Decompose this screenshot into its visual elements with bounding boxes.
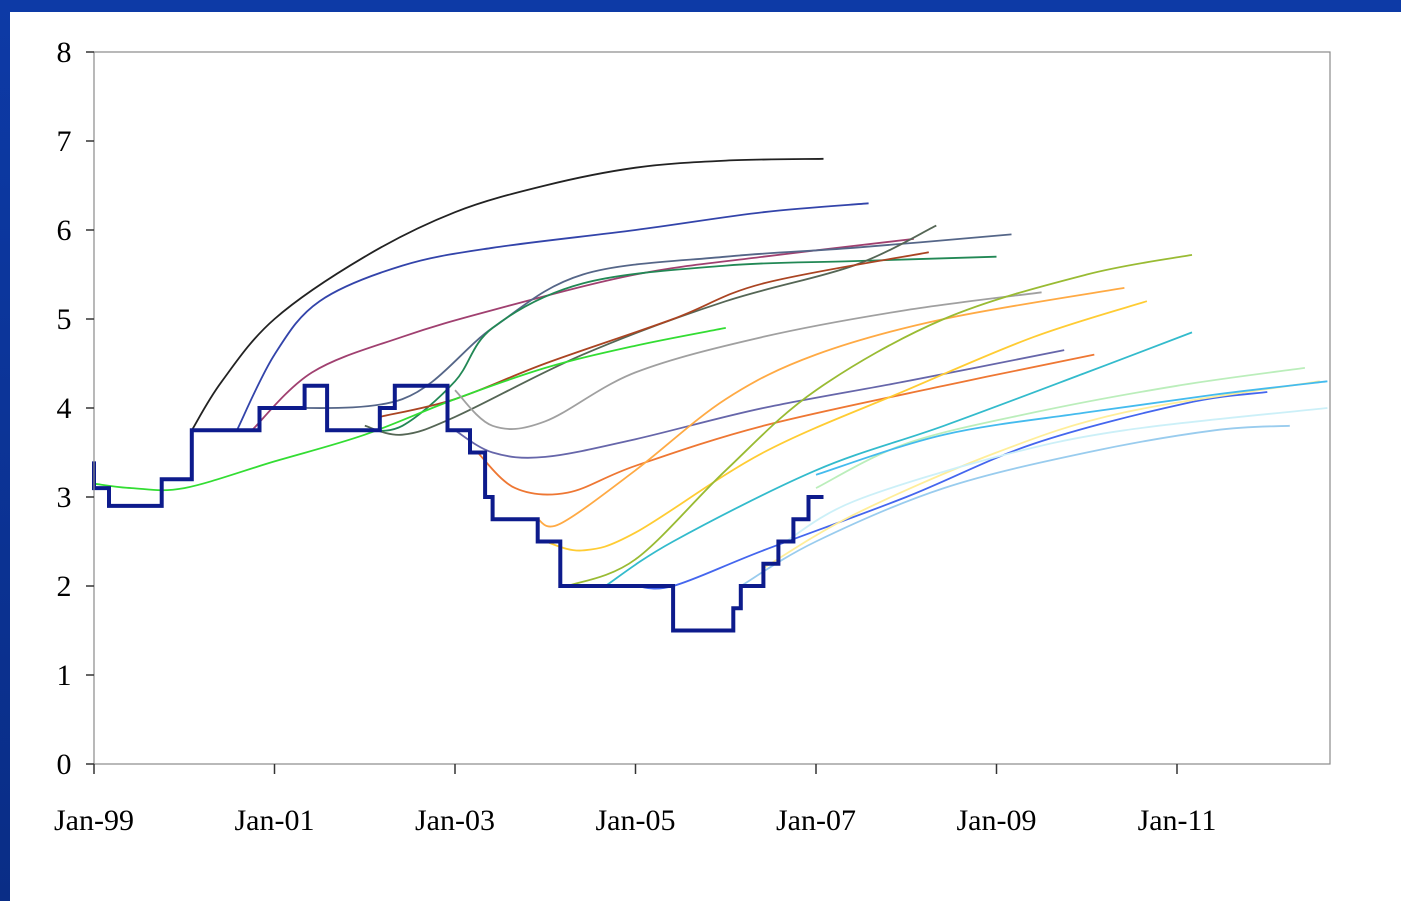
x-tick-label: Jan-01 xyxy=(235,804,315,837)
y-tick-label: 7 xyxy=(57,125,72,158)
forecast-curve-12 xyxy=(537,287,1125,528)
forecast-curve-8 xyxy=(93,327,726,492)
forecast-curve-20 xyxy=(815,367,1306,489)
forecast-curve-19 xyxy=(785,407,1328,543)
forecast-curve-4 xyxy=(274,233,1012,409)
plot-area xyxy=(92,157,1328,633)
forecast-curve-3 xyxy=(251,238,914,431)
chart-panel: 0 1 2 3 4 5 6 7 8 Jan-99 Jan-01 Jan-03 Jan-05 Jan-07 J… xyxy=(10,12,1401,901)
line-chart: 0 1 2 3 4 5 6 7 8 Jan-99 Jan-01 Jan-03 Jan-05 Jan-07 J… xyxy=(54,36,1331,837)
y-tick-label: 6 xyxy=(57,214,72,247)
x-tick-label: Jan-09 xyxy=(957,804,1037,837)
forecast-curve-11 xyxy=(476,353,1095,496)
forecast-curve-6 xyxy=(364,224,937,436)
policy-rate-step-line xyxy=(92,383,824,633)
y-tick-label: 0 xyxy=(57,748,72,781)
forecast-curve-10 xyxy=(454,349,1065,459)
forecast-curve-2 xyxy=(236,202,869,431)
y-tick-label: 1 xyxy=(57,659,72,692)
forecast-curve-9 xyxy=(454,291,1042,430)
y-tick-label: 2 xyxy=(57,570,72,603)
x-tick-label: Jan-99 xyxy=(54,804,134,837)
x-tick-label: Jan-03 xyxy=(415,804,495,837)
forecast-curve-18 xyxy=(762,380,1321,569)
forecast-curve-13 xyxy=(545,300,1148,552)
y-tick-label: 4 xyxy=(57,392,72,425)
x-tick-label: Jan-11 xyxy=(1138,804,1217,837)
forecast-curve-16 xyxy=(635,391,1268,590)
x-tick-label: Jan-07 xyxy=(776,804,856,837)
y-tick-label: 8 xyxy=(57,36,72,69)
forecast-curve-5 xyxy=(364,255,997,432)
forecast-curve-14 xyxy=(567,254,1193,587)
y-tick-label: 5 xyxy=(57,303,72,336)
forecast-curve-21 xyxy=(815,380,1328,476)
forecast-curve-15 xyxy=(604,331,1193,587)
x-tick-label: Jan-05 xyxy=(596,804,676,837)
forecast-curve-1 xyxy=(191,157,824,431)
axes: 0 1 2 3 4 5 6 7 8 Jan-99 Jan-01 Jan-03 Jan-05 Jan-07 J… xyxy=(54,36,1331,837)
y-tick-label: 3 xyxy=(57,481,72,514)
forecast-curve-17 xyxy=(740,424,1290,587)
